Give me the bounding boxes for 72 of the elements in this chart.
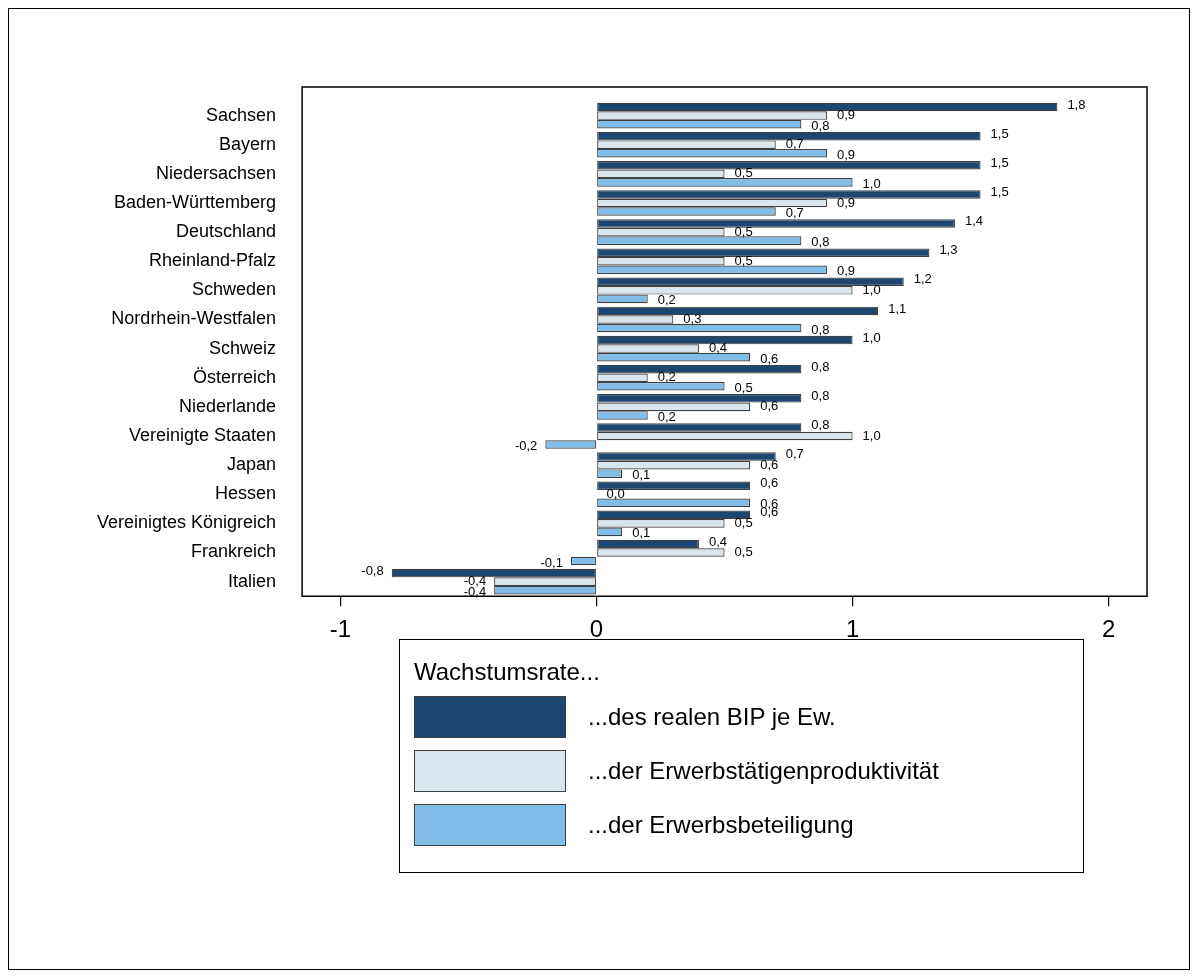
y-tick-label: Italien — [228, 570, 277, 591]
data-label: 0,4 — [708, 533, 728, 549]
y-tick-label: Frankreich — [191, 541, 277, 562]
y-tick-label: Schweiz — [209, 337, 277, 358]
data-label: 0,8 — [811, 358, 830, 374]
data-label: 0,1 — [632, 525, 651, 541]
data-label: -0,8 — [361, 562, 384, 578]
data-label: 0,5 — [734, 379, 753, 395]
data-label: 0,6 — [760, 456, 779, 472]
y-tick-label: Vereinigte Staaten — [128, 424, 277, 445]
data-label: 0,5 — [734, 165, 753, 181]
y-tick-label: Schweden — [192, 279, 277, 300]
y-tick-label: Hessen — [215, 483, 277, 504]
data-label: 0,6 — [760, 475, 779, 491]
data-label: 0,9 — [836, 107, 856, 123]
x-tick-label: 1 — [845, 615, 860, 643]
text: ...der Erwerbstätigenproduktivität — [588, 757, 939, 785]
data-label: 0,2 — [657, 408, 676, 424]
data-label: 0,9 — [836, 146, 856, 162]
data-label: 1,0 — [862, 281, 881, 297]
data-label: 1,5 — [990, 183, 1009, 199]
data-label: 0,5 — [734, 544, 753, 560]
data-label: 1,3 — [939, 242, 958, 258]
y-tick-label: Rheinland-Pfalz — [149, 250, 277, 271]
data-label: 0,8 — [811, 321, 830, 337]
data-label: 0,2 — [657, 292, 676, 308]
y-tick-label: Sachsen — [206, 104, 277, 125]
data-label: -0,1 — [540, 554, 563, 570]
data-label: 0,9 — [836, 263, 856, 279]
y-tick-label: Baden-Württemberg — [114, 191, 277, 212]
data-label: 0,6 — [760, 398, 779, 414]
y-tick-label: Nordrhein-Westfalen — [111, 308, 277, 329]
y-tick-label: Österreich — [193, 366, 277, 387]
data-label: 0,0 — [606, 485, 625, 501]
y-tick-label: Bayern — [219, 133, 277, 154]
data-label: 0,5 — [734, 252, 753, 268]
data-label: 1,0 — [862, 175, 881, 191]
data-label: 0,2 — [657, 369, 676, 385]
text: ...des realen BIP je Ew. — [588, 703, 836, 731]
data-label: 0,7 — [785, 205, 804, 221]
data-label: 1,0 — [862, 329, 881, 345]
data-label: 0,5 — [734, 514, 753, 530]
data-label: 1,5 — [990, 154, 1009, 170]
data-label: 1,1 — [888, 300, 907, 316]
y-tick-label: Deutschland — [176, 221, 277, 242]
data-label: 0,4 — [708, 340, 728, 356]
data-label: 1,4 — [964, 213, 984, 229]
x-tick-label: 2 — [1101, 615, 1116, 643]
data-label: 0,6 — [760, 350, 779, 366]
data-label: 1,2 — [913, 271, 932, 287]
data-label: 1,5 — [990, 125, 1009, 141]
data-label: 0,3 — [683, 311, 702, 327]
y-tick-label: Niederlande — [179, 395, 277, 416]
data-label: 1,8 — [1067, 96, 1086, 112]
text: ...der Erwerbsbeteiligung — [588, 811, 854, 839]
data-label: 0,1 — [632, 467, 651, 483]
data-label: 0,7 — [785, 136, 804, 152]
x-tick-label: 0 — [589, 615, 604, 643]
data-label: 1,0 — [862, 427, 881, 443]
data-label: 0,7 — [785, 446, 804, 462]
x-tick-label: -1 — [329, 615, 352, 643]
data-label: 0,8 — [811, 117, 830, 133]
data-label: 0,8 — [811, 417, 830, 433]
y-tick-label: Japan — [227, 454, 277, 475]
data-label: 0,8 — [811, 234, 830, 250]
data-label: 0,8 — [811, 387, 830, 403]
legend-title: Wachstumsrate... — [414, 658, 601, 686]
data-label: -0,2 — [514, 438, 538, 454]
data-label: 0,9 — [836, 194, 856, 210]
data-label: 0,5 — [734, 223, 753, 239]
y-tick-label: Niedersachsen — [156, 162, 277, 183]
y-tick-label: Vereinigtes Königreich — [96, 512, 277, 533]
